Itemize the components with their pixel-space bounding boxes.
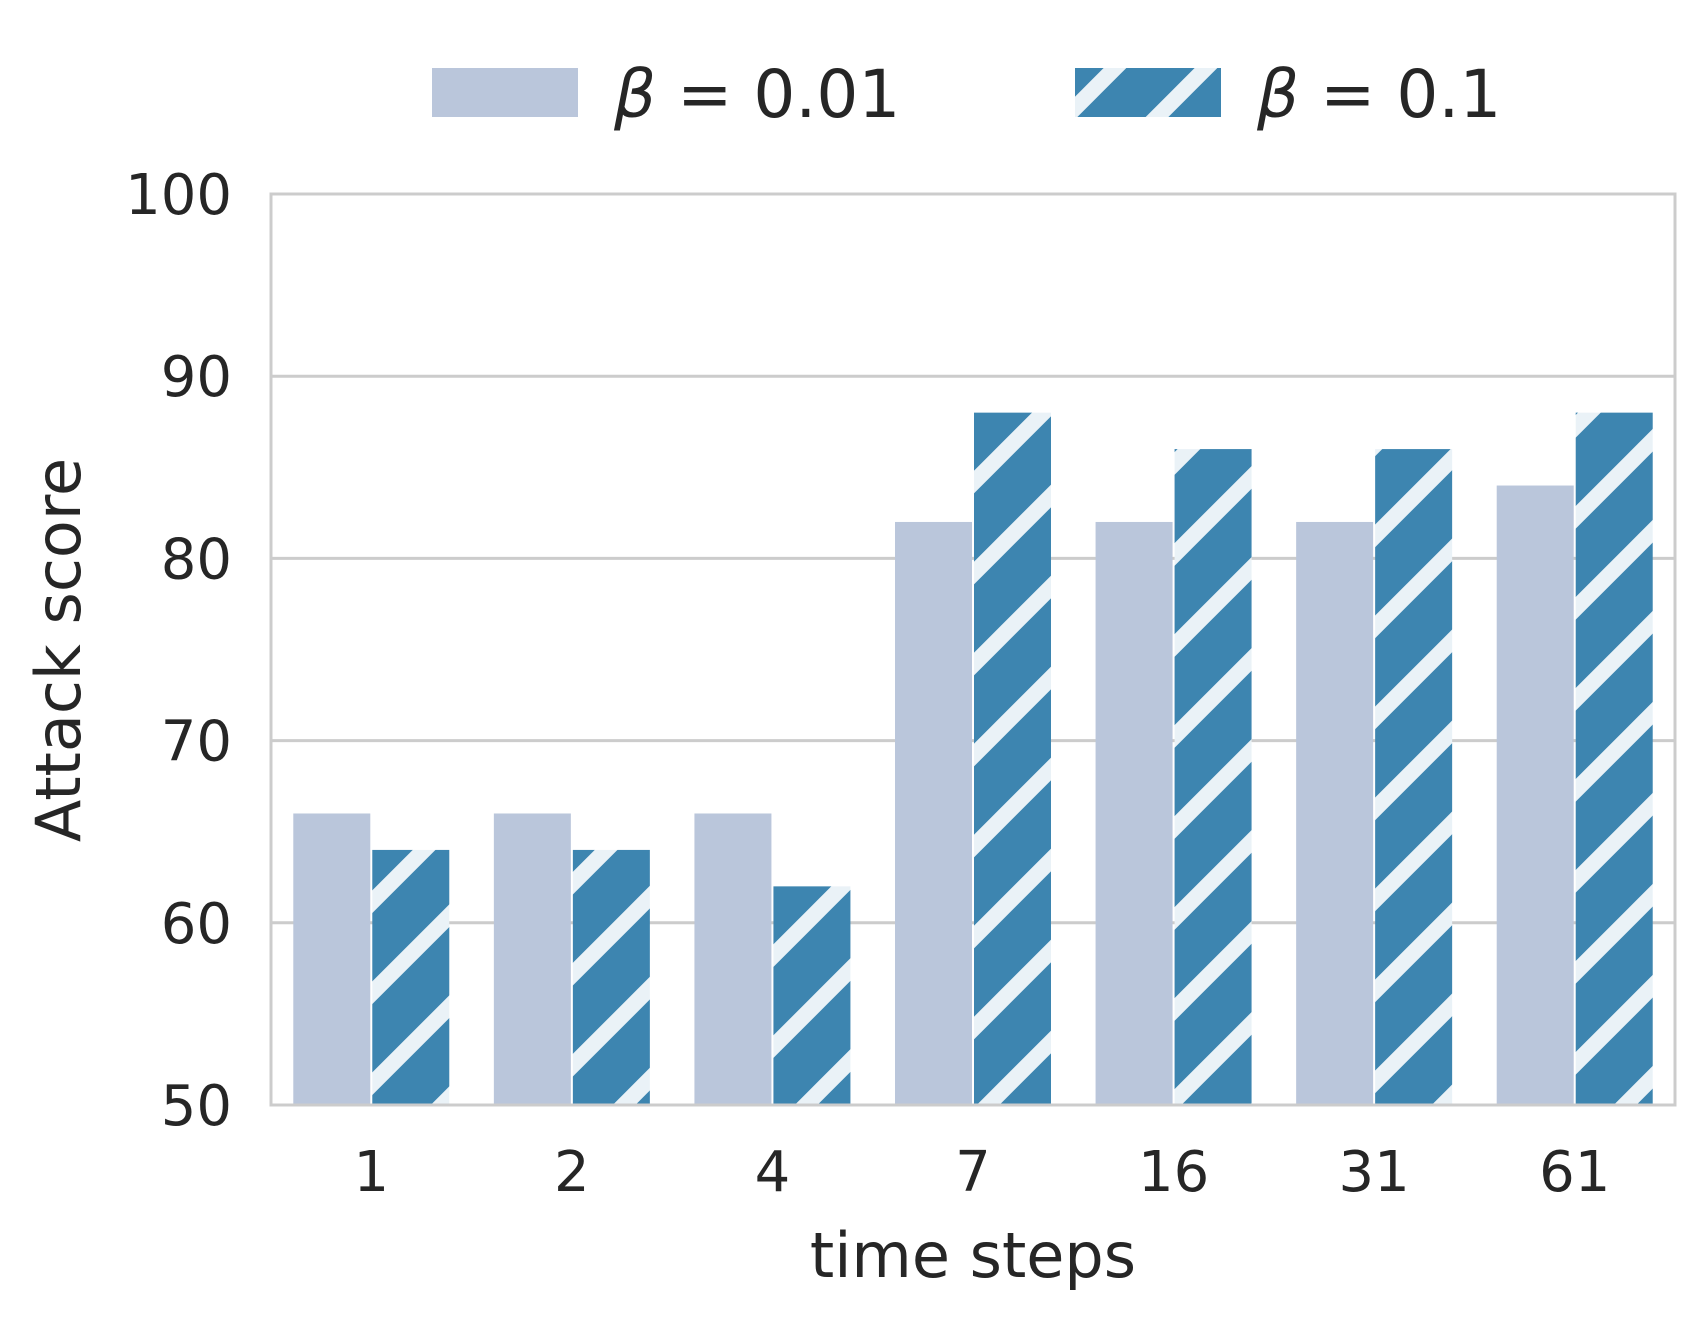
bar-series-1-7 [895, 521, 972, 1105]
x-tick-label: 1 [353, 1140, 389, 1205]
plot-frame [269, 192, 1677, 1107]
y-tick-labels: 50 60 70 80 90 100 [125, 163, 232, 1139]
bars [293, 412, 1653, 1106]
bar-series-2-31 [1375, 449, 1453, 1106]
y-tick-label: 60 [161, 892, 232, 957]
x-tick-label: 2 [554, 1140, 590, 1205]
y-axis-label: Attack score [22, 458, 95, 842]
bar-series-1-16 [1095, 521, 1173, 1105]
x-tick-labels: 1 2 4 7 16 31 61 [353, 1140, 1610, 1205]
x-tick-label: 7 [955, 1140, 991, 1205]
grid-lines [271, 192, 1675, 1107]
bar-series-1-61 [1496, 485, 1574, 1105]
legend-swatch-beta-0.01 [432, 68, 578, 117]
bar-series-1-31 [1296, 521, 1374, 1105]
bar-series-1-2 [493, 813, 571, 1105]
legend: β = 0.01 β = 0.1 [432, 56, 1501, 133]
bar-series-2-1 [372, 849, 450, 1105]
bar-series-1-1 [293, 813, 371, 1105]
y-tick-label: 90 [161, 345, 232, 410]
x-tick-label: 4 [755, 1140, 791, 1205]
bar-series-2-61 [1575, 412, 1653, 1105]
bar-series-1-4 [694, 813, 772, 1105]
x-tick-label: 61 [1539, 1140, 1610, 1205]
x-axis-label: time steps [810, 1219, 1136, 1292]
x-tick-label: 16 [1138, 1140, 1209, 1205]
y-tick-label: 50 [161, 1074, 232, 1139]
bar-series-2-16 [1174, 449, 1252, 1106]
y-tick-label: 70 [161, 710, 232, 775]
x-tick-label: 31 [1339, 1140, 1410, 1205]
legend-label-beta-0.01: β = 0.01 [613, 56, 900, 133]
bar-series-2-2 [572, 849, 650, 1105]
legend-swatch-beta-0.1 [1075, 68, 1221, 117]
y-tick-label: 80 [161, 527, 232, 592]
legend-label-beta-0.1: β = 0.1 [1256, 56, 1501, 133]
bar-series-2-7 [974, 412, 1051, 1105]
bar-series-2-4 [773, 886, 851, 1105]
y-tick-label: 100 [125, 163, 232, 228]
